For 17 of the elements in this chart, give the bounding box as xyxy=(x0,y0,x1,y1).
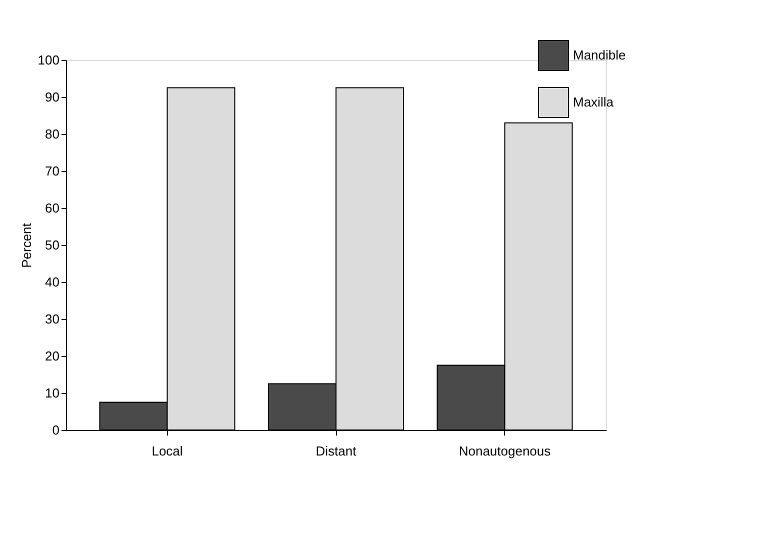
x-tick-label: Local xyxy=(152,444,183,458)
y-tick-label: 100 xyxy=(38,52,60,68)
y-tick-label: 80 xyxy=(45,126,60,142)
y-axis-title: Percent xyxy=(18,222,34,268)
y-tick-label: 60 xyxy=(45,200,60,216)
y-tick-label: 50 xyxy=(45,238,60,252)
y-tick-label: 40 xyxy=(45,274,60,290)
y-tick-label: 0 xyxy=(52,422,60,438)
y-tick-label: 20 xyxy=(45,348,60,364)
y-tick-label: 90 xyxy=(45,90,60,104)
legend-label: Maxilla xyxy=(573,94,614,110)
y-tick-label: 30 xyxy=(45,312,60,326)
x-tick-label: Distant xyxy=(316,444,357,458)
y-tick-label: 10 xyxy=(45,386,60,400)
x-tick-label: Nonautogenous xyxy=(458,444,552,458)
y-tick-label: 70 xyxy=(45,164,60,178)
legend-label: Mandible xyxy=(573,48,626,62)
